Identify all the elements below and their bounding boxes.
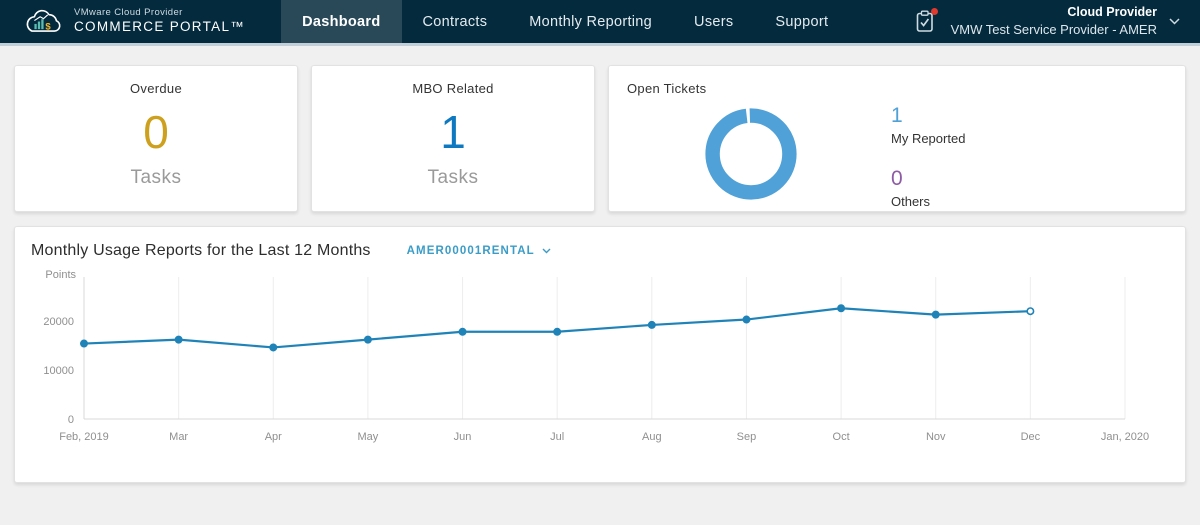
nav-dashboard[interactable]: Dashboard — [281, 0, 402, 43]
open-tickets-title: Open Tickets — [627, 81, 707, 96]
nav-support[interactable]: Support — [775, 13, 829, 30]
x-tick-label: Apr — [265, 431, 282, 443]
monthly-usage-card: Monthly Usage Reports for the Last 12 Mo… — [14, 226, 1186, 483]
nav-monthly-reporting[interactable]: Monthly Reporting — [529, 13, 653, 30]
data-point — [931, 310, 940, 319]
brand-line2: COMMERCE PORTAL™ — [74, 19, 246, 34]
usage-line-chart: Feb, 2019 Mar Apr May Jun Jul Aug Sep Oct Nov Dec J… — [43, 269, 1149, 443]
x-tick-label: Jun — [454, 431, 472, 443]
app-logo: $ VMware Cloud Provider COMMERCE PORTAL™ — [22, 0, 245, 43]
data-point — [1026, 307, 1035, 316]
x-tick-label: Mar — [169, 431, 188, 443]
mbo-count: 1 — [440, 106, 466, 158]
data-point — [553, 327, 562, 336]
overdue-card-title: Overdue — [130, 81, 182, 96]
data-point — [458, 327, 467, 336]
open-tickets-donut-chart — [703, 106, 799, 207]
data-point — [837, 304, 846, 313]
data-point — [79, 339, 88, 348]
x-tick-label: Jul — [550, 431, 564, 443]
data-point — [742, 315, 751, 324]
tasks-notification-button[interactable] — [915, 8, 938, 33]
others-label: Others — [891, 194, 931, 210]
contract-chevron-down-icon — [542, 248, 551, 254]
brand-cloud-icon: $ — [22, 7, 64, 37]
nav-users[interactable]: Users — [694, 13, 734, 30]
x-tick-label: Aug — [642, 431, 662, 443]
x-tick-label: Sep — [737, 431, 757, 443]
x-tick-label: Dec — [1021, 431, 1041, 443]
overdue-unit-label: Tasks — [130, 166, 182, 188]
mbo-card-title: MBO Related — [412, 81, 494, 96]
mbo-unit-label: Tasks — [427, 166, 479, 188]
data-point — [269, 343, 278, 352]
legend-others[interactable]: 0 Others — [891, 165, 965, 211]
open-tickets-card: Open Tickets 1 My Reported 0 Others — [608, 65, 1186, 212]
contract-dropdown-value: AMER00001RENTAL — [406, 245, 535, 257]
open-tickets-legend: 1 My Reported 0 Others — [891, 102, 965, 211]
x-tick-label: Nov — [926, 431, 946, 443]
y-tick-label: 10000 — [43, 365, 74, 377]
data-point — [363, 335, 372, 344]
mbo-related-card[interactable]: MBO Related 1 Tasks — [311, 65, 595, 212]
y-tick-label: 0 — [68, 414, 74, 426]
usage-chart-title: Monthly Usage Reports for the Last 12 Mo… — [31, 242, 371, 259]
data-point — [647, 320, 656, 329]
notification-badge-dot — [930, 8, 938, 15]
app-header: $ VMware Cloud Provider COMMERCE PORTAL™… — [0, 0, 1200, 46]
account-role: Cloud Provider — [1067, 4, 1157, 19]
x-tick-label: Feb, 2019 — [59, 431, 109, 443]
main-nav: Dashboard Contracts Monthly Reporting Us… — [281, 0, 849, 43]
y-tick-label: 20000 — [43, 316, 74, 328]
account-menu[interactable]: Cloud Provider VMW Test Service Provider… — [951, 4, 1180, 40]
account-name: VMW Test Service Provider - AMER — [950, 22, 1157, 38]
clipboard-check-icon — [915, 10, 935, 33]
nav-contracts[interactable]: Contracts — [422, 13, 488, 30]
x-tick-label: May — [358, 431, 379, 443]
x-tick-label: Jan, 2020 — [1101, 431, 1149, 443]
contract-dropdown[interactable]: AMER00001RENTAL — [407, 245, 551, 257]
legend-my-reported[interactable]: 1 My Reported — [891, 102, 965, 148]
data-point — [174, 335, 183, 344]
header-right: Cloud Provider VMW Test Service Provider… — [915, 0, 1200, 43]
my-reported-label: My Reported — [891, 131, 966, 147]
others-count: 0 — [891, 166, 903, 190]
svg-text:$: $ — [45, 21, 51, 32]
x-tick-label: Oct — [833, 431, 850, 443]
account-chevron-down-icon — [1169, 18, 1180, 25]
my-reported-count: 1 — [891, 104, 903, 127]
brand-line1: VMware Cloud Provider — [74, 7, 183, 19]
overdue-tasks-card[interactable]: Overdue 0 Tasks — [14, 65, 298, 212]
summary-cards-row: Overdue 0 Tasks MBO Related 1 Tasks Open… — [14, 65, 1186, 212]
dashboard-main: Overdue 0 Tasks MBO Related 1 Tasks Open… — [0, 65, 1200, 483]
y-axis-label: Points — [45, 269, 76, 281]
overdue-count: 0 — [143, 106, 169, 158]
